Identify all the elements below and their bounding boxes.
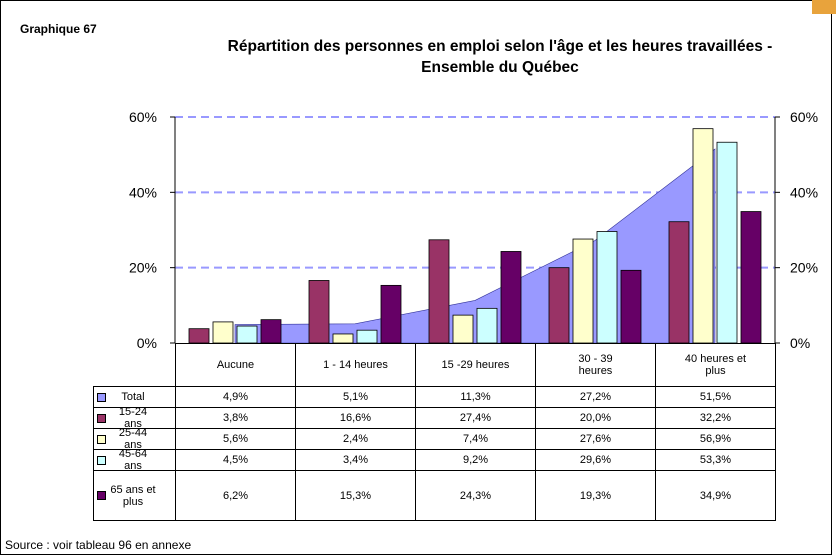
bar	[500, 251, 522, 344]
y2-tick-label: 0%	[790, 335, 810, 351]
data-label: 32,2%	[655, 407, 776, 429]
bar	[428, 239, 450, 344]
data-label: 20,0%	[535, 407, 656, 429]
legend-key	[97, 491, 106, 500]
legend-key	[97, 455, 106, 465]
bar	[572, 238, 594, 344]
data-label: 6,2%	[175, 470, 296, 521]
bar	[548, 267, 570, 344]
y2-tick-label: 20%	[790, 260, 818, 276]
data-label: 9,2%	[415, 449, 536, 471]
x-tick-label: 15 -29 heures	[415, 343, 536, 387]
bar	[308, 280, 330, 344]
bar	[212, 321, 234, 344]
legend-entry: 15-24 ans	[93, 406, 176, 430]
data-label: 4,9%	[175, 386, 296, 408]
y2-tick-label: 60%	[790, 109, 818, 125]
legend-label: 25-44 ans	[118, 427, 148, 451]
data-label: 24,3%	[415, 470, 536, 521]
data-label: 4,5%	[175, 449, 296, 471]
legend-entry: 45-64 ans	[93, 448, 176, 472]
x-tick-label: 1 - 14 heures	[295, 343, 416, 387]
legend-entry: 25-44 ans	[93, 427, 176, 451]
bar	[188, 328, 210, 344]
area	[234, 148, 716, 344]
chart-label: Graphique 67	[20, 22, 97, 36]
y-tick-label: 60%	[129, 109, 157, 125]
legend-entry: 65 ans et plus	[93, 470, 176, 521]
data-label: 3,4%	[295, 449, 416, 471]
x-tick-label: 30 - 39 heures	[535, 343, 656, 387]
bar	[620, 269, 642, 344]
bar	[356, 329, 378, 344]
data-label: 19,3%	[535, 470, 656, 521]
bar	[236, 325, 258, 344]
data-label: 27,6%	[535, 428, 656, 450]
x-tick-label: 40 heures et plus	[655, 343, 776, 387]
bar	[596, 231, 618, 344]
data-label: 5,1%	[295, 386, 416, 408]
legend-label: 45-64 ans	[118, 448, 148, 472]
source: Source : voir tableau 96 en annexe	[5, 538, 192, 552]
x-tick-label: Aucune	[175, 343, 296, 387]
bar	[332, 333, 354, 344]
bar	[692, 128, 714, 344]
legend-key	[97, 392, 106, 402]
data-label: 51,5%	[655, 386, 776, 408]
legend-label: 65 ans et plus	[110, 483, 156, 508]
legend-entry: Total	[93, 386, 176, 408]
chart-title: Répartition des personnes en emploi selo…	[227, 38, 773, 76]
bar	[716, 141, 738, 344]
data-label: 27,2%	[535, 386, 656, 408]
legend-key	[97, 413, 106, 423]
y2-tick-label: 40%	[790, 184, 818, 200]
legend-label: 15-24 ans	[118, 406, 148, 430]
bar	[668, 221, 690, 344]
data-label: 34,9%	[655, 470, 776, 521]
data-label: 16,6%	[295, 407, 416, 429]
y-tick-label: 40%	[129, 184, 157, 200]
data-label: 11,3%	[415, 386, 536, 408]
data-label: 7,4%	[415, 428, 536, 450]
data-label: 5,6%	[175, 428, 296, 450]
data-label: 15,3%	[295, 470, 416, 521]
data-label: 53,3%	[655, 449, 776, 471]
bar	[380, 284, 402, 344]
y-tick-label: 20%	[129, 260, 157, 276]
legend-label: Total	[121, 391, 145, 403]
data-label: 3,8%	[175, 407, 296, 429]
data-label: 27,4%	[415, 407, 536, 429]
legend-key	[97, 434, 106, 444]
bar	[476, 307, 498, 344]
data-label: 29,6%	[535, 449, 656, 471]
bar	[260, 319, 282, 344]
corner-tab	[812, 0, 836, 14]
bar	[740, 211, 762, 344]
y-tick-label: 0%	[137, 335, 157, 351]
bar	[452, 314, 474, 344]
data-label: 56,9%	[655, 428, 776, 450]
data-label: 2,4%	[295, 428, 416, 450]
